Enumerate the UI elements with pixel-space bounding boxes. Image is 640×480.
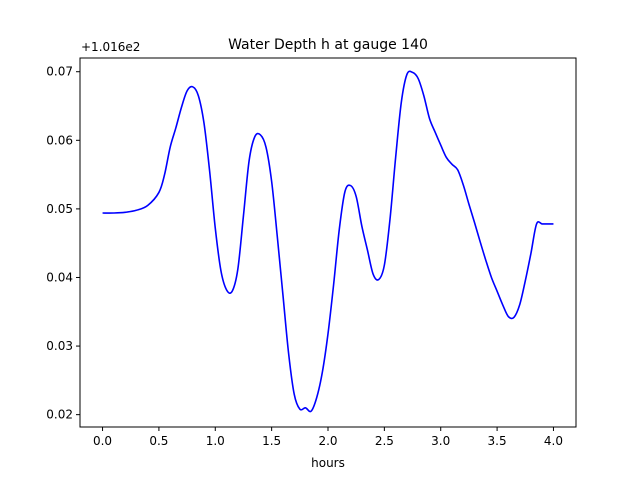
- x-tick-label: 3.0: [431, 434, 450, 448]
- plot-frame: [79, 57, 577, 428]
- y-tick-label: 0.05: [46, 202, 73, 216]
- x-tick-label: 2.0: [318, 434, 337, 448]
- x-tick-label: 1.5: [262, 434, 281, 448]
- y-tick-label: 0.06: [46, 133, 73, 147]
- x-tick-label: 4.0: [544, 434, 563, 448]
- x-axis-label: hours: [311, 456, 345, 470]
- y-tick-label: 0.03: [46, 339, 73, 353]
- y-tick-label: 0.07: [46, 65, 73, 79]
- y-tick-label: 0.04: [46, 270, 73, 284]
- y-axis-offset-label: +1.016e2: [81, 40, 140, 54]
- axis-ticks: 0.0 0.5 1.0 1.5 2.0 2.5 3.0 3.5 4.0 0.02 0.03 0.04 0…: [46, 65, 563, 448]
- x-tick-label: 0.5: [149, 434, 168, 448]
- y-tick-label: 0.02: [46, 408, 73, 422]
- plot-area: [102, 70, 554, 413]
- x-tick-label: 2.5: [375, 434, 394, 448]
- x-tick-label: 0.0: [93, 434, 112, 448]
- x-tick-label: 3.5: [488, 434, 507, 448]
- x-tick-label: 1.0: [206, 434, 225, 448]
- series-line: [102, 70, 554, 413]
- chart-title: Water Depth h at gauge 140: [228, 37, 428, 53]
